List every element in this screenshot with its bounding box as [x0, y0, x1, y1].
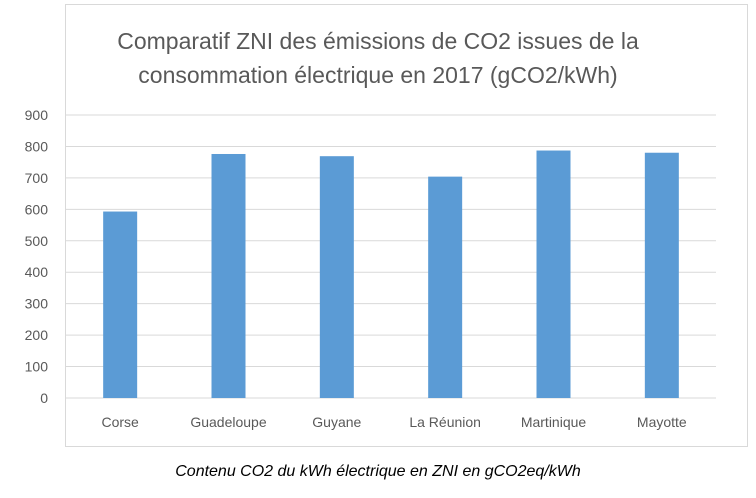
x-tick-label-corse: Corse	[101, 414, 139, 430]
y-tick-label-500: 500	[25, 233, 49, 249]
y-tick-label-0: 0	[40, 390, 48, 406]
bar-guyane	[319, 156, 354, 398]
y-tick-label-100: 100	[25, 359, 49, 375]
chart-title-line-1: Comparatif ZNI des émissions de CO2 issu…	[117, 28, 639, 54]
y-tick-label-600: 600	[25, 201, 49, 217]
x-tick-label-mayotte: Mayotte	[637, 414, 687, 430]
bar-guadeloupe	[211, 153, 246, 398]
bar-la-r-union	[428, 176, 463, 398]
x-tick-label-la-r-union: La Réunion	[409, 414, 481, 430]
chart-title-line-2: consommation électrique en 2017 (gCO2/kW…	[138, 62, 618, 88]
y-tick-label-400: 400	[25, 264, 49, 280]
y-tick-label-900: 900	[25, 107, 49, 123]
figure-caption: Contenu CO2 du kWh électrique en ZNI en …	[175, 463, 581, 480]
bar-corse	[103, 211, 138, 398]
bar-martinique	[536, 150, 571, 398]
x-tick-label-guyane: Guyane	[312, 414, 361, 430]
y-tick-label-200: 200	[25, 327, 49, 343]
chart-title: Comparatif ZNI des émissions de CO2 issu…	[0, 24, 756, 92]
bar-mayotte	[644, 152, 679, 398]
x-tick-label-martinique: Martinique	[521, 414, 587, 430]
y-tick-label-300: 300	[25, 296, 49, 312]
x-tick-label-guadeloupe: Guadeloupe	[190, 414, 267, 430]
y-tick-label-800: 800	[25, 138, 49, 154]
y-tick-label-700: 700	[25, 170, 49, 186]
chart-area	[65, 4, 748, 447]
